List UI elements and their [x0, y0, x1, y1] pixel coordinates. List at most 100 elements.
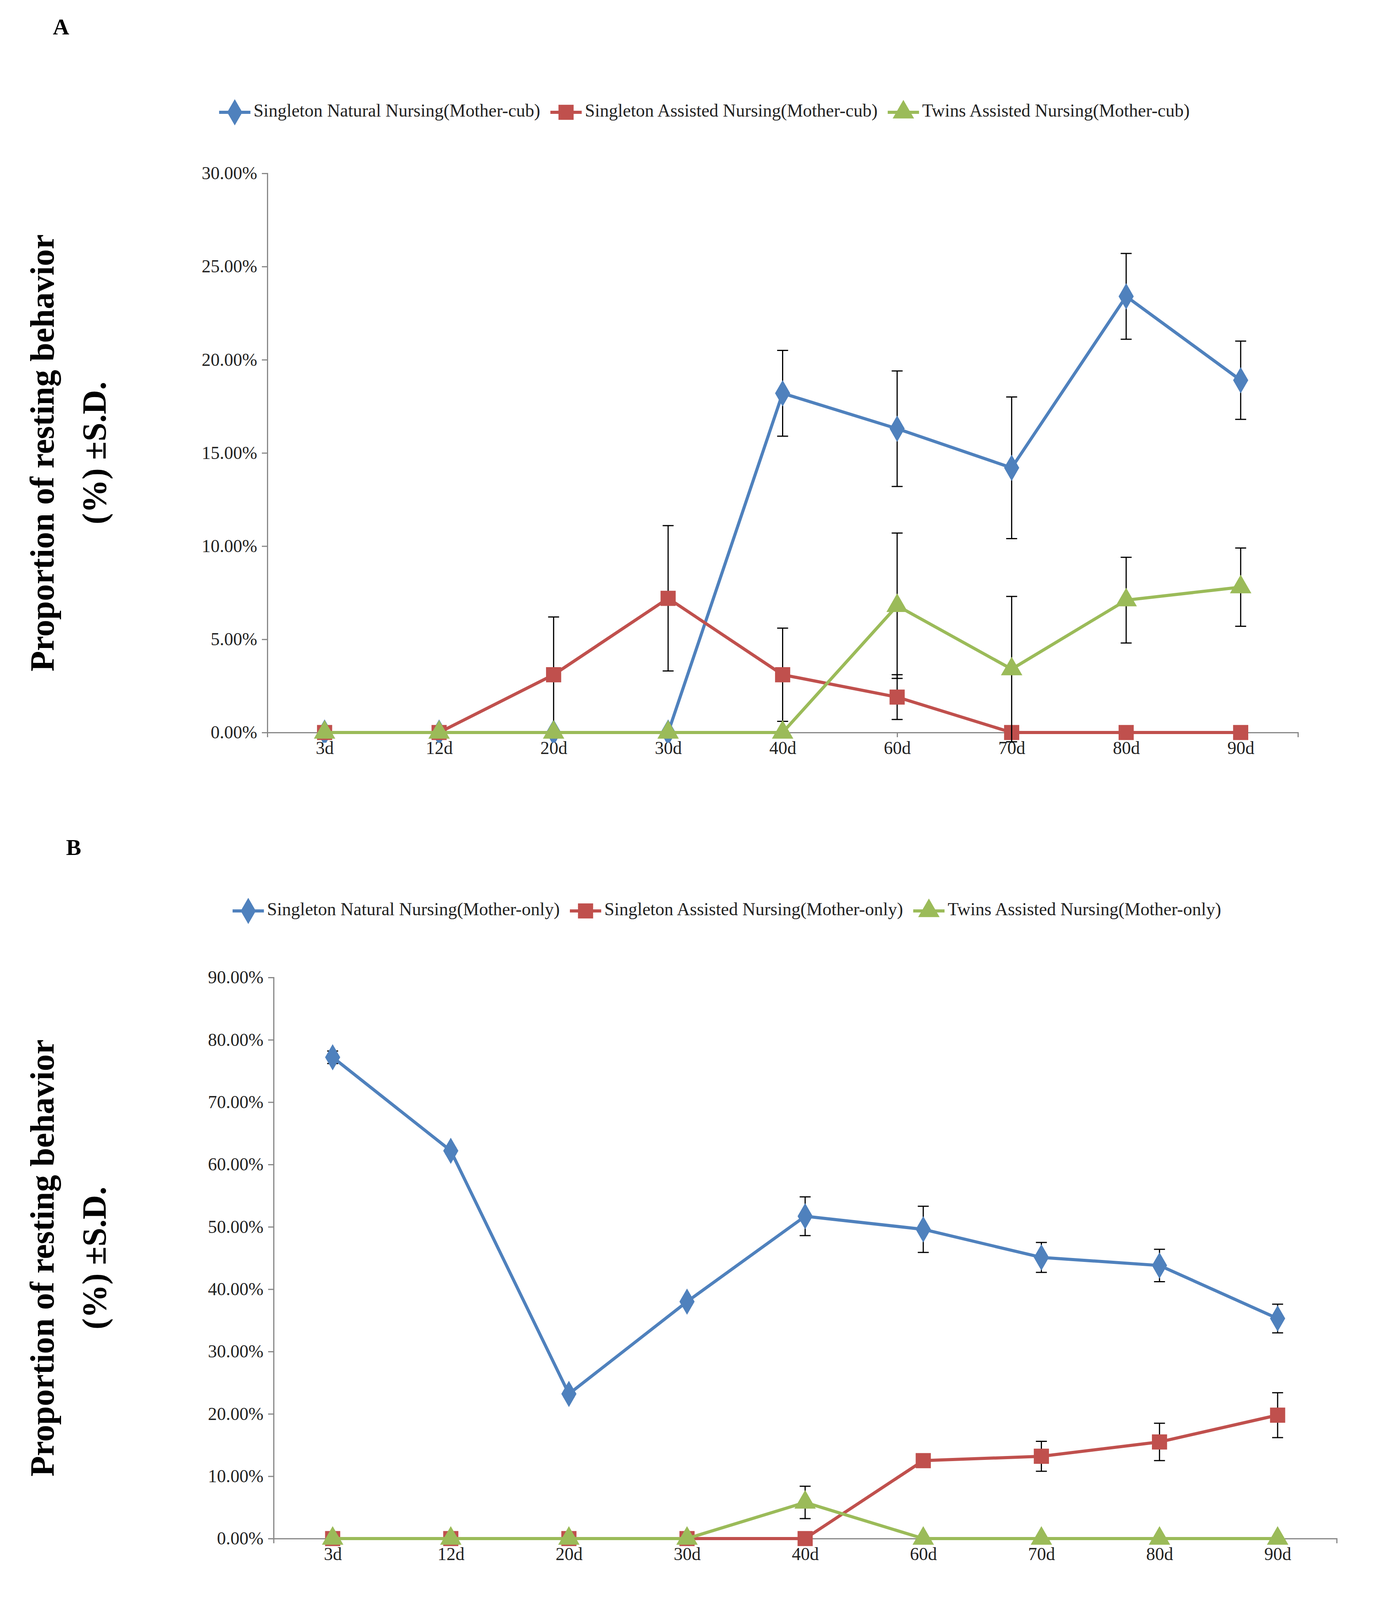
marker	[561, 1381, 577, 1408]
legend-label: Singleton Natural Nursing(Mother-only)	[266, 899, 560, 920]
x-tick-label: 80d	[1146, 1544, 1174, 1565]
legend: Singleton Natural Nursing(Mother-only) Si…	[232, 897, 1222, 925]
y-tick: 10.00%	[201, 536, 268, 557]
series-line	[332, 1415, 1278, 1540]
y-tick-mark	[261, 359, 268, 361]
legend-item: Singleton Natural Nursing(Mother-cub)	[219, 99, 541, 126]
marker	[657, 720, 680, 739]
panel-label: B	[66, 834, 82, 861]
marker	[558, 1526, 580, 1545]
y-tick-mark	[261, 639, 268, 641]
marker	[1118, 725, 1134, 741]
y-tick-label: 40.00%	[207, 1279, 264, 1300]
marker	[321, 1526, 344, 1545]
x-tick: 60d	[883, 732, 911, 759]
legend-label: Singleton Assisted Nursing(Mother-cub)	[584, 100, 878, 121]
y-tick-mark	[268, 1039, 274, 1041]
legend-item: Singleton Assisted Nursing(Mother-cub)	[550, 100, 878, 121]
y-tick: 0.00%	[216, 1528, 274, 1549]
y-tick-mark	[268, 1226, 274, 1228]
y-tick-mark	[261, 452, 268, 455]
y-tick-label: 20.00%	[201, 349, 258, 370]
marker	[1270, 1407, 1286, 1424]
legend-marker	[918, 898, 940, 918]
legend: Singleton Natural Nursing(Mother-cub) Sin…	[219, 99, 1190, 126]
marker	[439, 1526, 462, 1545]
legend-item: Twins Assisted Nursing(Mother-cub)	[887, 99, 1190, 121]
y-tick: 15.00%	[201, 443, 268, 464]
series-line	[324, 587, 1241, 733]
marker	[1033, 1449, 1049, 1465]
y-tick-label: 15.00%	[201, 443, 258, 464]
y-tick: 90.00%	[207, 967, 274, 988]
y-tick-mark	[261, 173, 268, 175]
y-tick-mark	[268, 1289, 274, 1291]
y-tick-mark	[268, 1413, 274, 1415]
y-tick: 80.00%	[207, 1030, 274, 1051]
panel: B0.00%10.00%20.00%30.00%40.00%50.00%60.0…	[23, 834, 1338, 1565]
marker	[1118, 283, 1134, 310]
y-tick: 5.00%	[210, 629, 268, 650]
marker	[775, 667, 791, 683]
legend-marker	[578, 903, 594, 920]
y-tick: 20.00%	[207, 1404, 274, 1425]
y-tick: 70.00%	[207, 1092, 274, 1113]
legend-label: Singleton Assisted Nursing(Mother-only)	[604, 899, 903, 920]
y-axis: 0.00%5.00%10.00%15.00%20.00%25.00%30.00%	[201, 163, 268, 743]
x-tick-label: 40d	[791, 1544, 819, 1565]
marker	[797, 1531, 813, 1547]
marker	[886, 593, 909, 612]
y-tick-label: 50.00%	[207, 1217, 264, 1238]
marker	[1000, 656, 1023, 676]
series	[325, 1393, 1286, 1547]
y-tick-mark	[268, 1351, 274, 1353]
y-tick-label: 80.00%	[207, 1030, 264, 1051]
figure: A0.00%5.00%10.00%15.00%20.00%25.00%30.00…	[0, 0, 1395, 1600]
marker	[1232, 367, 1249, 394]
x-tick-label: 20d	[555, 1544, 583, 1565]
series-line	[324, 296, 1241, 733]
marker	[1033, 1244, 1049, 1271]
marker	[542, 720, 565, 739]
series	[321, 1486, 1289, 1546]
legend-marker	[227, 99, 243, 126]
marker	[1115, 587, 1138, 607]
y-tick-label: 10.00%	[201, 536, 258, 557]
y-tick: 10.00%	[207, 1466, 274, 1487]
y-tick-mark	[268, 977, 274, 979]
marker	[679, 1288, 695, 1316]
panel-label: A	[52, 14, 70, 40]
y-axis-line	[261, 173, 268, 734]
marker	[1148, 1526, 1171, 1545]
legend-marker	[240, 897, 256, 925]
legend-label: Twins Assisted Nursing(Mother-cub)	[922, 100, 1190, 121]
x-tick-mark	[896, 732, 898, 738]
series	[317, 525, 1249, 741]
x-tick-label: 90d	[1264, 1544, 1292, 1565]
series-line	[332, 1057, 1278, 1395]
y-tick-mark	[261, 732, 268, 734]
y-tick-label: 60.00%	[207, 1154, 264, 1175]
y-axis-title: Proportion of resting behavior	[23, 234, 62, 672]
marker	[794, 1490, 817, 1509]
y-axis-title: (%) ±S.D.	[75, 1187, 114, 1331]
y-tick-label: 10.00%	[207, 1466, 264, 1487]
y-tick-mark	[261, 266, 268, 268]
marker	[797, 1203, 813, 1230]
y-tick-label: 20.00%	[207, 1404, 264, 1425]
y-tick-mark	[268, 1102, 274, 1104]
series	[325, 1044, 1286, 1408]
marker	[889, 415, 905, 442]
x-tick-label: 40d	[769, 738, 797, 759]
y-tick: 25.00%	[201, 256, 268, 277]
legend-item: Twins Assisted Nursing(Mother-only)	[913, 898, 1222, 920]
marker	[676, 1526, 698, 1545]
marker	[1270, 1305, 1286, 1332]
series	[317, 253, 1249, 743]
x-tick-label: 60d	[883, 738, 911, 759]
y-axis-title: (%) ±S.D.	[75, 381, 114, 525]
y-tick-label: 90.00%	[207, 967, 264, 988]
marker	[1151, 1434, 1168, 1451]
legend-label: Twins Assisted Nursing(Mother-only)	[947, 899, 1222, 920]
legend-item: Singleton Assisted Nursing(Mother-only)	[569, 899, 903, 920]
